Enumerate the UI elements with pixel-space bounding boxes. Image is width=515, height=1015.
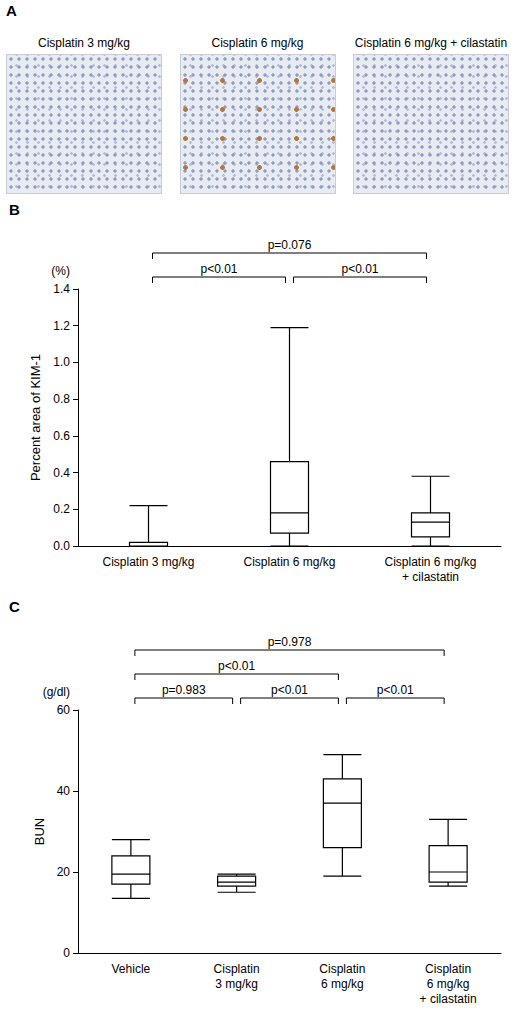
svg-text:+ cilastatin: + cilastatin	[402, 570, 459, 584]
svg-text:60: 60	[57, 703, 71, 717]
svg-text:0: 0	[63, 946, 70, 960]
svg-text:BUN: BUN	[32, 818, 47, 845]
svg-text:p<0.01: p<0.01	[271, 683, 308, 697]
svg-text:p=0.978: p=0.978	[268, 635, 312, 649]
html-text:Cisplatin 6 mg/kg + cilastatin: Cisplatin 6 mg/kg + cilastatin	[354, 36, 508, 50]
html-text:Cisplatin 6 mg/kg: Cisplatin 6 mg/kg	[211, 36, 304, 50]
svg-text:1.2: 1.2	[53, 319, 70, 333]
svg-text:0.4: 0.4	[53, 466, 70, 480]
svg-text:Percent area of KIM-1: Percent area of KIM-1	[28, 354, 43, 481]
svg-text:Cisplatin: Cisplatin	[214, 962, 260, 976]
svg-text:0.6: 0.6	[53, 429, 70, 443]
svg-text:Cisplatin 6 mg/kg: Cisplatin 6 mg/kg	[384, 555, 476, 569]
svg-text:+ cilastatin: + cilastatin	[420, 992, 477, 1006]
svg-text:p=0.076: p=0.076	[268, 238, 312, 252]
svg-text:p=0.983: p=0.983	[162, 683, 206, 697]
svg-text:p<0.01: p<0.01	[218, 659, 255, 673]
svg-text:40: 40	[57, 784, 71, 798]
svg-text:0.0: 0.0	[53, 539, 70, 553]
html-text:A: A	[6, 2, 17, 19]
svg-text:p<0.01: p<0.01	[341, 262, 378, 276]
svg-text:Cisplatin 6 mg/kg: Cisplatin 6 mg/kg	[243, 555, 335, 569]
svg-text:20: 20	[57, 865, 71, 879]
svg-text:C: C	[9, 598, 20, 615]
svg-text:(g/dl): (g/dl)	[43, 685, 70, 699]
svg-text:0.8: 0.8	[53, 392, 70, 406]
svg-text:p<0.01: p<0.01	[200, 262, 237, 276]
svg-text:0.2: 0.2	[53, 502, 70, 516]
svg-text:Cisplatin 3 mg/kg: Cisplatin 3 mg/kg	[102, 555, 194, 569]
svg-text:6 mg/kg: 6 mg/kg	[427, 977, 470, 991]
svg-text:p<0.01: p<0.01	[377, 683, 414, 697]
svg-text:B: B	[9, 201, 20, 218]
html-text:Cisplatin 3 mg/kg: Cisplatin 3 mg/kg	[38, 36, 130, 50]
svg-text:1.4: 1.4	[53, 282, 70, 296]
svg-text:Vehicle: Vehicle	[112, 962, 151, 976]
svg-text:6 mg/kg: 6 mg/kg	[321, 977, 364, 991]
svg-text:3 mg/kg: 3 mg/kg	[215, 977, 258, 991]
svg-text:1.0: 1.0	[53, 355, 70, 369]
svg-text:Cisplatin: Cisplatin	[319, 962, 365, 976]
svg-text:Cisplatin: Cisplatin	[425, 962, 471, 976]
svg-text:(%): (%)	[51, 264, 70, 278]
